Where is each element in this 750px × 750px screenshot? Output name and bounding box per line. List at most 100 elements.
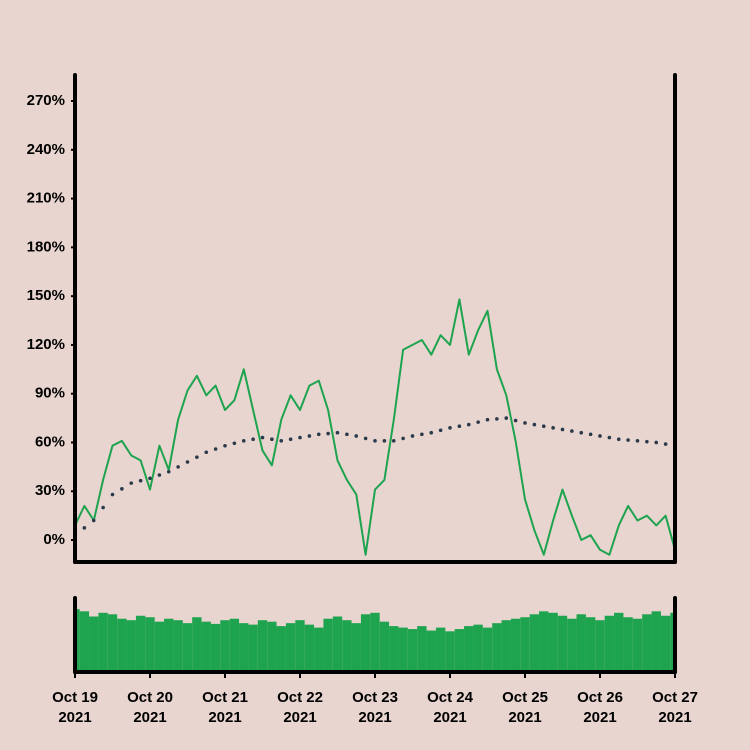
volume-bar bbox=[79, 611, 90, 672]
volume-bar bbox=[398, 627, 408, 672]
volume-bar bbox=[445, 631, 455, 672]
x-tick-label: Oct 25 2021 bbox=[502, 689, 548, 726]
ma-dot bbox=[307, 434, 312, 438]
ma-dot bbox=[382, 439, 387, 443]
ma-dot bbox=[541, 424, 546, 429]
ma-dot bbox=[570, 429, 574, 433]
ma-dot bbox=[532, 422, 537, 427]
y-tick-label: 90% bbox=[35, 385, 65, 402]
ma-dot bbox=[635, 439, 640, 443]
ma-dot bbox=[148, 476, 152, 481]
ma-dot bbox=[448, 426, 452, 430]
volume-bar bbox=[614, 612, 624, 672]
volume-bar bbox=[135, 615, 146, 672]
ma-dot bbox=[588, 432, 593, 437]
volume-bar bbox=[651, 611, 661, 672]
ma-dot bbox=[616, 437, 621, 442]
volume-bar bbox=[670, 612, 675, 672]
ma-dot bbox=[101, 505, 105, 510]
volume-bar bbox=[192, 617, 202, 672]
volume-bar bbox=[595, 620, 605, 672]
y-tick-label: 120% bbox=[27, 336, 65, 353]
volume-bar bbox=[295, 620, 305, 672]
ma-dot bbox=[270, 437, 274, 442]
volume-bar bbox=[417, 626, 427, 672]
ma-dot bbox=[157, 473, 162, 477]
volume-bar bbox=[154, 621, 165, 672]
volume-bar bbox=[276, 626, 286, 672]
volume-bar bbox=[342, 620, 352, 672]
ma-dot bbox=[466, 422, 471, 427]
x-tick-label: Oct 19 2021 bbox=[52, 689, 98, 726]
ma-dot bbox=[476, 420, 480, 424]
ma-dot bbox=[438, 428, 443, 433]
volume-bar bbox=[510, 618, 521, 672]
volume-bar bbox=[304, 624, 315, 672]
ma-dot bbox=[110, 492, 115, 497]
volume-bar bbox=[248, 624, 258, 672]
x-tick-label: Oct 20 2021 bbox=[127, 689, 173, 726]
volume-bar bbox=[229, 618, 240, 672]
ma-dot bbox=[420, 432, 424, 437]
ma-dot bbox=[551, 426, 555, 430]
ma-dot bbox=[485, 417, 490, 422]
x-tick-label: Oct 21 2021 bbox=[202, 689, 248, 726]
ma-dot bbox=[326, 431, 330, 436]
ma-dot bbox=[288, 437, 293, 442]
y-tick-label: 210% bbox=[27, 190, 65, 207]
volume-bar bbox=[464, 626, 474, 672]
price-line bbox=[74, 298, 676, 556]
volume-bar bbox=[557, 615, 568, 672]
ma-dot bbox=[241, 439, 246, 443]
volume-bar bbox=[435, 627, 446, 672]
x-tick-label: Oct 27 2021 bbox=[652, 689, 698, 726]
volume-bar bbox=[314, 627, 324, 672]
volume-bar bbox=[220, 620, 230, 672]
ma-dot bbox=[279, 439, 284, 443]
volume-bar bbox=[201, 621, 211, 672]
volume-bar bbox=[501, 620, 511, 672]
volume-bar bbox=[239, 623, 249, 672]
y-tick-label: 150% bbox=[27, 287, 65, 304]
y-tick-label: 240% bbox=[27, 141, 65, 158]
volume-bar bbox=[267, 621, 277, 672]
ma-dot bbox=[213, 447, 218, 451]
volume-bar bbox=[539, 611, 549, 672]
volume-bar bbox=[173, 620, 183, 672]
series-dots bbox=[73, 416, 677, 537]
y-tick-label: 0% bbox=[43, 531, 65, 548]
ma-dot bbox=[391, 439, 396, 443]
volume-bar bbox=[473, 624, 483, 672]
x-tick-label: Oct 22 2021 bbox=[277, 689, 323, 726]
volume-bar bbox=[642, 614, 652, 672]
volume-bar bbox=[145, 617, 155, 672]
ma-dot bbox=[176, 465, 180, 469]
ma-dot bbox=[129, 481, 134, 485]
volume-bar bbox=[107, 614, 118, 672]
volume-bar bbox=[520, 617, 530, 672]
ma-dot bbox=[195, 455, 199, 459]
ma-dot bbox=[345, 432, 349, 437]
ma-dot bbox=[335, 430, 340, 435]
ma-dot bbox=[560, 427, 565, 432]
volume-bar bbox=[604, 615, 615, 672]
ma-dot bbox=[513, 418, 518, 423]
volume-bar bbox=[426, 630, 436, 672]
ma-dot bbox=[298, 435, 302, 440]
volume-bar bbox=[379, 621, 390, 672]
volume-bar bbox=[529, 614, 540, 672]
volume-bar bbox=[351, 623, 361, 672]
volume-bar bbox=[257, 620, 268, 672]
ma-dot bbox=[232, 441, 237, 446]
x-tick-label: Oct 23 2021 bbox=[352, 689, 398, 726]
ma-dot bbox=[138, 478, 143, 483]
ma-dot bbox=[82, 526, 87, 530]
ma-dot bbox=[579, 430, 584, 435]
volume-bar bbox=[492, 623, 502, 672]
ma-dot bbox=[120, 487, 124, 491]
ma-dot bbox=[654, 440, 659, 445]
volume-bar bbox=[75, 609, 80, 672]
ma-dot bbox=[663, 442, 668, 446]
